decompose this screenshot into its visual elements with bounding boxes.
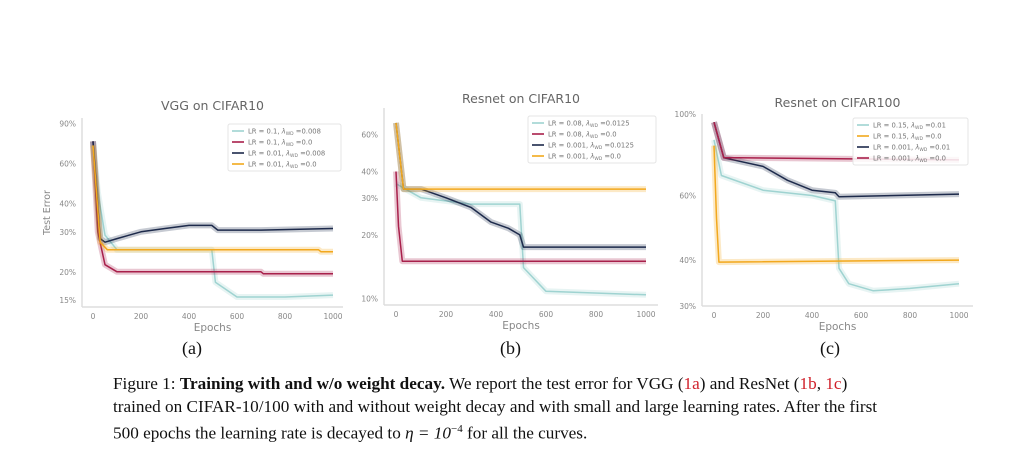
series-line-3 [713,122,960,198]
legend-box [527,115,657,164]
x-tick-label: 600 [230,312,245,321]
y-tick-label: 30% [679,302,696,311]
y-tick-label: 90% [59,119,76,128]
y-tick-label: 60% [59,159,76,168]
x-tick-label: 400 [489,310,504,319]
caption-text: for all the curves. [462,423,588,443]
x-tick-label: 400 [182,312,197,321]
sublabel-b: (b) [500,338,521,358]
chart-panel-2: Resnet on CIFAR10 0 200 400 600 800 1000 10% 20%… [361,91,658,332]
legend-entry: LR = 0.15, λWD =0.0 [873,133,942,143]
y-tick-label: 40% [679,256,696,265]
ref-link-1c[interactable]: 1c [825,374,842,393]
legend-entry: LR = 0.01, λWD =0.0 [248,161,317,171]
y-tick-label: 20% [361,231,378,240]
legend-entry: LR = 0.001, λWD =0.01 [873,144,950,154]
sublabel-c: (c) [820,338,840,358]
x-tick-label: 1000 [949,311,968,320]
x-tick-label: 800 [903,311,918,320]
chart-panel-3: Resnet on CIFAR100 0 200 400 600 800 1000 30% 40… [675,95,973,333]
y-tick-label: 30% [361,194,378,203]
x-tick-label: 1000 [323,312,342,321]
caption-text: ) [841,374,848,393]
series-line-1 [713,139,960,292]
caption-line-3: 500 epochs the learning rate is decayed … [113,418,993,445]
x-tick-label: 200 [439,310,454,319]
y-tick-label: 60% [679,191,696,200]
series-line-4 [92,145,333,253]
legend-box [227,123,342,172]
caption-text: 500 epochs the learning rate is decayed … [113,423,406,443]
x-tick-label: 200 [134,312,149,321]
caption-text: We report the test error for VGG ( [445,374,684,393]
legend-entry: LR = 0.001, λWD =0.0 [548,153,621,163]
legend-entry: LR = 0.08, λWD =0.0125 [548,120,630,130]
legend-entry: LR = 0.01, λWD =0.008 [248,150,325,160]
x-tick-label: 600 [539,310,554,319]
x-tick-label: 0 [91,312,96,321]
x-tick-label: 600 [854,311,869,320]
y-tick-label: 30% [59,228,76,237]
caption-line-1: Figure 1: Training with and w/o weight d… [113,372,993,395]
x-tick-label: 400 [805,311,820,320]
caption-text: , [816,374,826,393]
series-line-1 [395,183,647,296]
x-tick-label: 800 [589,310,604,319]
legend-entry: LR = 0.1, λWD =0.008 [248,128,321,138]
caption-math: η = 10 [405,423,451,443]
chart-title: Resnet on CIFAR10 [462,91,580,106]
legend-entry: LR = 0.1, λWD =0.0 [248,139,312,149]
x-tick-label: 800 [278,312,293,321]
ref-link-1a[interactable]: 1a [683,374,700,393]
x-axis-label: Epochs [194,322,232,334]
caption-math-exponent: −4 [451,423,463,435]
caption-text: ) and ResNet ( [699,374,800,393]
chart-title: Resnet on CIFAR100 [775,95,901,110]
x-axis-label: Epochs [819,321,857,333]
series-line-4 [395,122,646,190]
series-line-4 [713,122,960,161]
y-tick-label: 60% [361,130,378,139]
y-tick-label: 20% [59,268,76,277]
series-line-2 [92,141,333,275]
legend-entry: LR = 0.08, λWD =0.0 [548,131,617,141]
legend-entry: LR = 0.001, λWD =0.0 [873,155,946,165]
legend-entry: LR = 0.001, λWD =0.0125 [548,142,634,152]
y-tick-label: 100% [675,110,696,119]
figure-caption: Figure 1: Training with and w/o weight d… [113,372,993,445]
x-tick-label: 0 [394,310,399,319]
series-line-2 [713,145,960,263]
legend-box [852,117,969,166]
chart-title: VGG on CIFAR10 [161,98,264,113]
x-tick-label: 1000 [636,310,655,319]
x-tick-label: 0 [712,311,717,320]
y-tick-label: 40% [361,167,378,176]
y-tick-label: 40% [59,199,76,208]
y-axis-label: Test Error [42,190,53,236]
x-axis-label: Epochs [502,320,540,332]
caption-line-2: trained on CIFAR-10/100 with and without… [113,397,878,416]
x-tick-label: 200 [756,311,771,320]
ref-link-1b[interactable]: 1b [799,374,817,393]
sublabel-a: (a) [182,338,202,358]
chart-panel-1: VGG on CIFAR10 0 200 400 600 800 1000 15% 20% 30%… [42,98,343,334]
caption-bold: Training with and w/o weight decay. [179,374,446,393]
series-line-2 [395,171,646,262]
legend-entry: LR = 0.15, λWD =0.01 [873,122,946,132]
y-tick-label: 15% [59,296,76,305]
caption-prefix: Figure 1: [113,374,180,393]
y-tick-label: 10% [361,294,378,303]
series-line-3 [92,141,334,243]
